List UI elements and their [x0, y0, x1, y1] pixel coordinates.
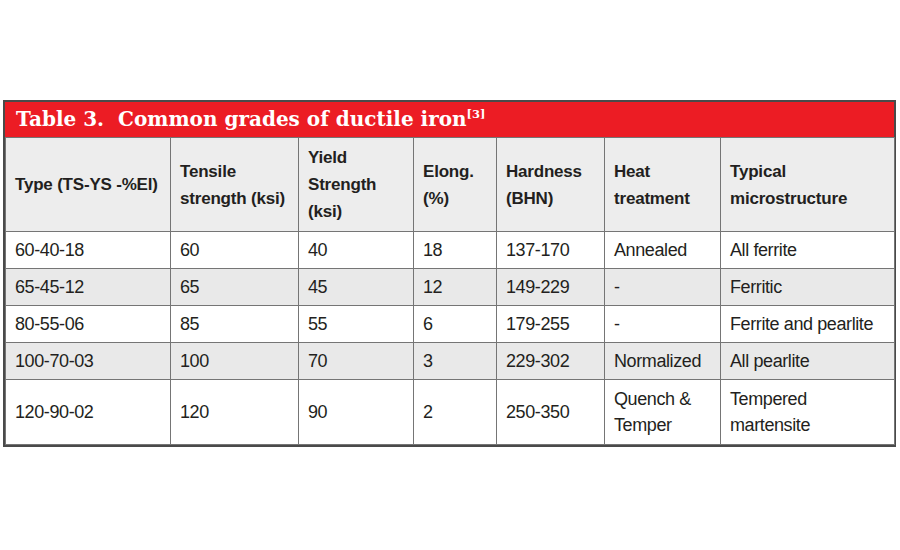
table-row: 100-70-03 100 70 3 229-302 Normalized Al… — [6, 343, 895, 380]
cell: 80-55-06 — [6, 306, 171, 343]
cell: 45 — [299, 269, 414, 306]
cell: All pearlite — [721, 343, 895, 380]
cell: - — [605, 269, 721, 306]
cell: 85 — [171, 306, 299, 343]
cell: Quench & Temper — [605, 380, 721, 445]
header-cell-type: Type (TS-YS -%El) — [6, 138, 171, 232]
cell: 40 — [299, 232, 414, 269]
cell: 120-90-02 — [6, 380, 171, 445]
table-row: 120-90-02 120 90 2 250-350 Quench & Temp… — [6, 380, 895, 445]
header-cell-elongation: Elong. (%) — [414, 138, 497, 232]
cell: All ferrite — [721, 232, 895, 269]
cell: - — [605, 306, 721, 343]
cell: 100-70-03 — [6, 343, 171, 380]
table-row: 80-55-06 85 55 6 179-255 - Ferrite and p… — [6, 306, 895, 343]
cell: Annealed — [605, 232, 721, 269]
cell: 137-170 — [497, 232, 605, 269]
citation-reference: [3] — [467, 107, 486, 121]
cell: 65 — [171, 269, 299, 306]
ductile-iron-grades-table: Table 3. Common grades of ductile iron[3… — [3, 100, 896, 447]
cell: 60-40-18 — [6, 232, 171, 269]
table-title-bar: Table 3. Common grades of ductile iron[3… — [5, 102, 894, 137]
grades-table: Type (TS-YS -%El) Tensile strength (ksi)… — [5, 137, 895, 445]
cell: 70 — [299, 343, 414, 380]
cell: 120 — [171, 380, 299, 445]
header-cell-microstructure: Typical microstructure — [721, 138, 895, 232]
header-cell-hardness: Hardness (BHN) — [497, 138, 605, 232]
cell: 55 — [299, 306, 414, 343]
cell: 100 — [171, 343, 299, 380]
header-row: Type (TS-YS -%El) Tensile strength (ksi)… — [6, 138, 895, 232]
cell: 12 — [414, 269, 497, 306]
cell: 65-45-12 — [6, 269, 171, 306]
header-cell-heat-treatment: Heat treatment — [605, 138, 721, 232]
cell: 90 — [299, 380, 414, 445]
table-row: 65-45-12 65 45 12 149-229 - Ferritic — [6, 269, 895, 306]
header-cell-yield-strength: Yield Strength (ksi) — [299, 138, 414, 232]
table-row: 60-40-18 60 40 18 137-170 Annealed All f… — [6, 232, 895, 269]
cell: Ferritic — [721, 269, 895, 306]
table-title: Table 3. Common grades of ductile iron — [16, 107, 467, 131]
cell: 6 — [414, 306, 497, 343]
cell: 250-350 — [497, 380, 605, 445]
cell: Normalized — [605, 343, 721, 380]
cell: 149-229 — [497, 269, 605, 306]
cell: 60 — [171, 232, 299, 269]
cell: Tempered martensite — [721, 380, 895, 445]
cell: 3 — [414, 343, 497, 380]
cell: 229-302 — [497, 343, 605, 380]
cell: 2 — [414, 380, 497, 445]
header-cell-tensile-strength: Tensile strength (ksi) — [171, 138, 299, 232]
cell: 179-255 — [497, 306, 605, 343]
cell: Ferrite and pearlite — [721, 306, 895, 343]
cell: 18 — [414, 232, 497, 269]
